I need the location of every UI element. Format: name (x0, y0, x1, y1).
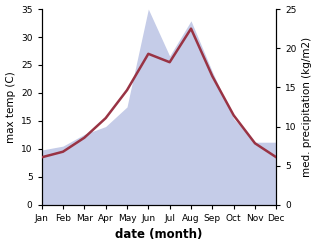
X-axis label: date (month): date (month) (115, 228, 203, 242)
Y-axis label: med. precipitation (kg/m2): med. precipitation (kg/m2) (302, 37, 313, 177)
Y-axis label: max temp (C): max temp (C) (5, 71, 16, 143)
